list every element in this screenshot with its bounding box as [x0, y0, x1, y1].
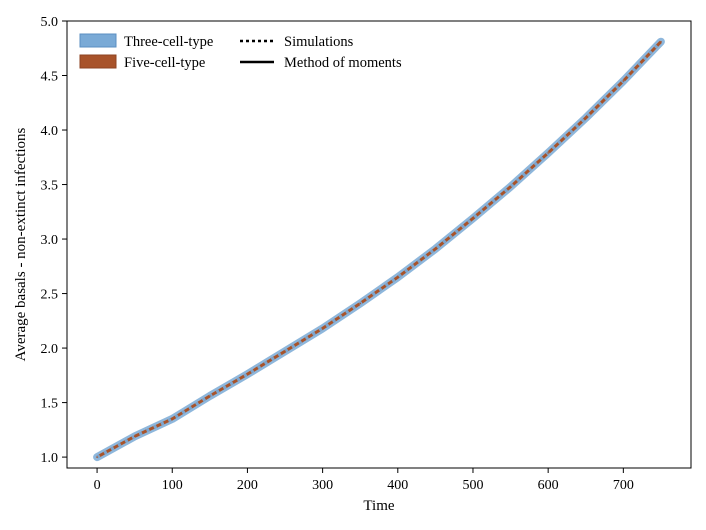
y-tick-label: 1.5 — [41, 397, 59, 412]
series-three-cell-type-simulations — [96, 40, 662, 459]
data-point — [359, 302, 362, 305]
x-tick-label: 100 — [162, 478, 183, 493]
legend-label-method-of-moments: Method of moments — [284, 55, 402, 71]
x-tick-label: 0 — [94, 478, 101, 493]
data-point — [472, 217, 474, 220]
data-point — [396, 276, 399, 279]
x-tick-label: 400 — [387, 478, 408, 493]
series-five-cell-type-moments — [96, 40, 662, 459]
data-point — [171, 418, 174, 420]
y-tick-label: 4.0 — [41, 124, 59, 139]
data-point — [622, 80, 625, 82]
data-point — [246, 373, 249, 376]
legend-label-three-cell-type: Three-cell-type — [124, 34, 213, 50]
x-tick-label: 700 — [613, 478, 634, 493]
data-point — [434, 248, 437, 250]
y-tick-label: 2.5 — [41, 288, 59, 303]
x-tick-label: 600 — [538, 478, 559, 493]
legend-label-simulations: Simulations — [284, 34, 354, 50]
data-point — [284, 350, 286, 353]
legend: Three-cell-type Five-cell-type Simulatio… — [79, 33, 402, 71]
x-tick-label: 200 — [237, 478, 258, 493]
y-tick-label: 2.0 — [41, 342, 59, 357]
data-point — [584, 117, 587, 119]
x-tick-label: 300 — [312, 478, 333, 493]
y-tick-label: 4.5 — [41, 70, 59, 85]
y-tick-label: 5.0 — [41, 15, 59, 30]
y-tick-label: 3.5 — [41, 179, 59, 194]
data-point — [547, 152, 549, 154]
x-axis-label: Time — [363, 498, 394, 514]
legend-swatch-five-cell-type — [79, 54, 117, 69]
data-point — [209, 395, 211, 397]
y-tick-label: 1.0 — [41, 451, 59, 466]
data-point — [509, 185, 512, 188]
y-axis-label: Average basals - non-extinct infections — [13, 127, 29, 361]
plot-area — [93, 37, 665, 462]
series-three-cell-type-band — [93, 37, 665, 462]
legend-label-five-cell-type: Five-cell-type — [124, 55, 205, 71]
axes-frame — [66, 20, 692, 469]
y-tick-label: 3.0 — [41, 233, 59, 248]
data-point — [96, 456, 98, 458]
legend-swatch-three-cell-type — [79, 33, 117, 48]
data-point — [321, 327, 324, 330]
axis-ticks: 0 100 200 300 400 500 600 700 1.0 1.5 2.0 2.5 3.0 3.5… — [41, 15, 634, 493]
data-point — [133, 435, 136, 438]
x-tick-label: 500 — [462, 478, 483, 493]
data-point — [660, 40, 662, 43]
